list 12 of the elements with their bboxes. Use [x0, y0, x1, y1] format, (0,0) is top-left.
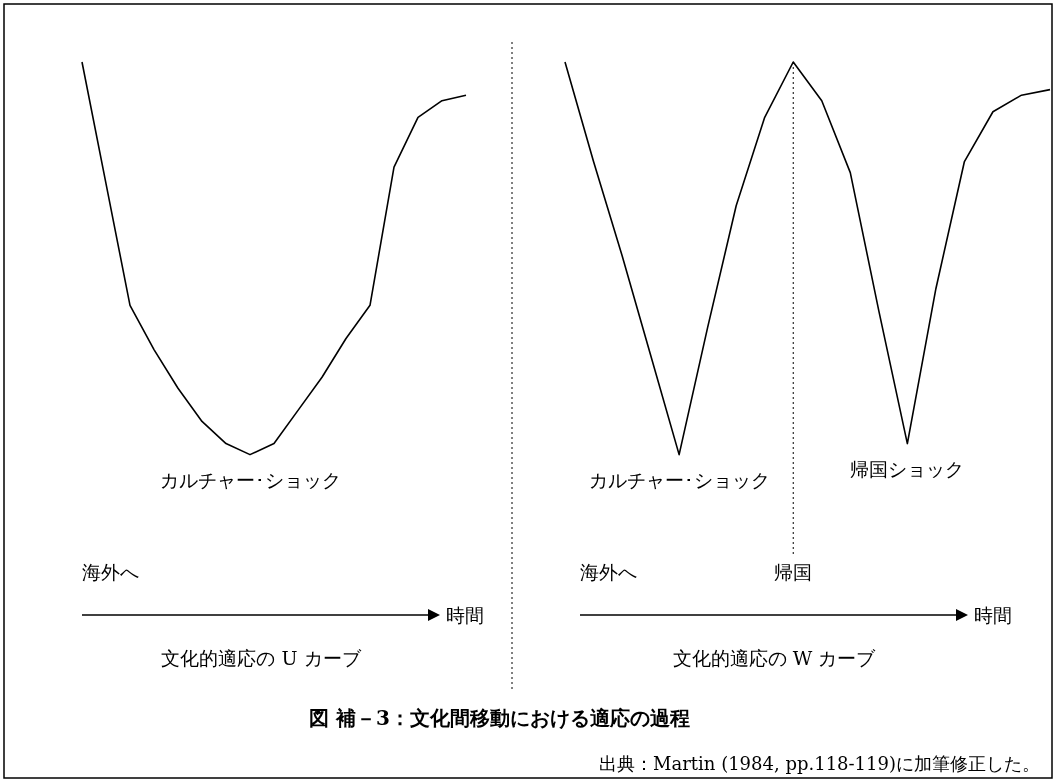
- annotation: カルチャー･ショック: [588, 468, 770, 491]
- x-axis-title: 文化的適応の W カーブ: [672, 647, 877, 669]
- annotation: 海外へ: [580, 561, 637, 583]
- source-note: 出典：Martin (1984, pp.118-119)に加筆修正した。: [599, 753, 1040, 774]
- annotation: 帰国ショック: [850, 457, 965, 480]
- annotation: 時間: [974, 604, 1012, 626]
- annotation: カルチャー･ショック: [159, 468, 341, 491]
- text: 図 補－3：文化間移動における適応の過程: [309, 706, 690, 730]
- annotation: 時間: [446, 604, 484, 626]
- x-axis-title: 文化的適応の U カーブ: [161, 647, 362, 669]
- annotation: 海外へ: [82, 561, 139, 583]
- annotation: 帰国: [774, 561, 813, 583]
